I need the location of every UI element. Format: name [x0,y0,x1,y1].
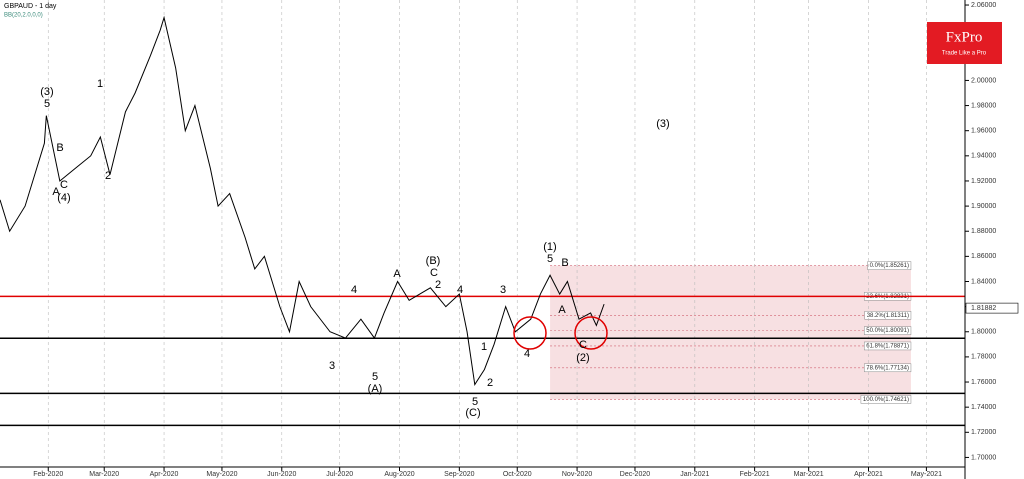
y-tick-label: 1.84000 [971,278,996,285]
x-tick-label: Feb-2020 [33,471,63,478]
x-tick-label: May-2021 [911,471,942,478]
x-tick-label: Nov-2020 [562,471,592,478]
fib-label-box [860,395,912,404]
x-tick-label: May-2020 [206,471,237,478]
x-tick-label: Sep-2020 [444,471,474,478]
x-tick-label: Jan-2021 [680,471,709,478]
indicator-label: BB(20,2.0,0,0) [4,13,43,19]
wave-label: (2) [576,352,589,364]
wave-label: (C) [465,407,480,419]
wave-label: C [60,179,68,191]
wave-label: B [56,142,63,154]
y-tick-label: 1.76000 [971,379,996,386]
fib-label-box [864,341,912,351]
wave-label: 1 [481,341,487,353]
highlight-circle [574,316,608,350]
y-tick-label: 1.86000 [971,253,996,260]
wave-label: B [561,257,568,269]
wave-label: (B) [426,255,441,267]
fib-label-box [867,261,912,270]
wave-label: (4) [57,192,70,204]
y-tick-label: 1.88000 [971,228,996,235]
wave-label: (3) [40,86,53,98]
logo: FxPro [946,29,983,45]
y-tick-label: 1.70000 [971,454,996,461]
wave-label: 5 [547,253,553,265]
logo-box [927,22,1002,64]
fib-label-box [864,326,912,335]
axis-labels: 1.70000 1.72000 1.74000 1.76000 1.78000 1.800… [33,2,1019,478]
wave-label: 1 [97,78,103,90]
wave-label: C [430,267,438,279]
wave-label: 2 [435,279,441,291]
price-tag-label: 1.81882 [971,305,996,312]
wave-label: C [579,339,587,351]
y-tick-label: 1.92000 [971,178,996,185]
y-tick-label: 2.00000 [971,77,996,84]
fib-label: 0.0%(1.85261) [870,263,909,269]
wave-label: (3) [656,118,669,130]
x-tick-label: Mar-2020 [89,471,119,478]
wave-label: 5 [472,396,478,408]
wave-label: 2 [487,377,493,389]
x-tick-label: Mar-2021 [794,471,824,478]
wave-label: 4 [457,284,463,296]
x-tick-label: Jun-2020 [267,471,296,478]
fib-label-box [864,363,912,373]
y-tick-label: 1.98000 [971,102,996,109]
y-tick-label: 1.94000 [971,153,996,160]
wave-label: 4 [351,284,357,296]
y-tick-label: 1.74000 [971,404,996,411]
fib-label: 50.0%(1.80091) [866,328,909,334]
wave-label: 3 [500,284,506,296]
wave-label: A [393,268,401,280]
wave-label: 4 [524,348,530,360]
x-tick-label: Feb-2021 [740,471,770,478]
x-tick-label: Apr-2020 [150,471,179,478]
fib-label: 61.8%(1.78871) [866,344,909,350]
y-tick-label: 1.72000 [971,429,996,436]
chart-title: GBPAUD - 1 day [4,3,57,10]
y-tick-label: 1.90000 [971,203,996,210]
wave-label: 2 [105,170,111,182]
fib-label-box [864,311,912,320]
x-tick-label: Oct-2020 [503,471,532,478]
fib-label: 100.0%(1.74621) [863,397,909,403]
wave-label: (A) [368,383,383,395]
price-line [0,15,605,386]
y-tick-label: 1.96000 [971,128,996,135]
levels [0,295,965,427]
y-tick-label: 1.78000 [971,354,996,361]
plot [0,15,605,386]
price-tag [965,302,1019,314]
fib-box [550,265,911,400]
wave-label: A [52,186,60,198]
x-tick-label: Apr-2021 [854,471,883,478]
x-tick-label: Jul-2020 [326,471,353,478]
wave-label: 3 [329,360,335,372]
fib-zone: 0.0%(1.85261)23.6%(1.82821)38.2%(1.81311… [550,261,912,404]
y-tick-label: 1.80000 [971,329,996,336]
x-tick-label: Dec-2020 [620,471,650,478]
highlight-circle [513,316,547,350]
fib-label: 78.6%(1.77134) [866,365,909,371]
wave-label: (1) [543,241,556,253]
wave-label: A [558,304,566,316]
logo-tagline: Trade Like a Pro [942,51,987,57]
wave-label: 5 [44,98,50,110]
y-tick-label: 2.06000 [971,2,996,9]
fib-label: 38.2%(1.81311) [867,313,909,319]
x-tick-label: Aug-2020 [384,471,414,478]
wave-label: 5 [372,371,378,383]
